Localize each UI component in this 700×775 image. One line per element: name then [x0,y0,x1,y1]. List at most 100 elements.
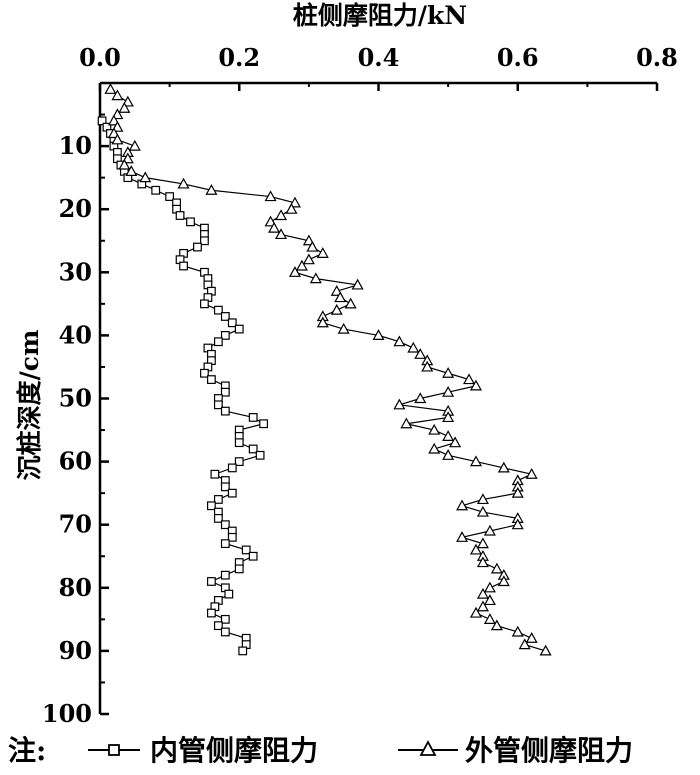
data-point-outer [337,322,350,334]
data-point-outer [421,360,434,372]
data-point-inner [210,469,220,479]
data-point-inner [175,211,185,220]
legend-prefix: 注: [8,734,46,767]
data-point-outer [407,341,420,353]
data-point-outer [344,297,357,309]
data-point-inner [213,513,223,523]
data-point-outer [118,102,131,113]
data-point-outer [414,392,427,404]
data-point-outer [111,133,124,145]
data-point-inner [207,577,216,586]
data-point-inner [220,539,230,549]
data-point-inner [220,312,230,321]
data-point-inner [200,299,209,309]
data-point-outer [275,209,288,221]
y-tick-label: 10 [59,131,92,160]
legend-label-outer: 外管侧摩阻力 [465,734,633,767]
legend-marker-inner [108,744,120,756]
data-point-inner [227,488,237,498]
data-point-outer [497,461,510,473]
data-point-inner [220,387,230,397]
data-point-outer [442,430,455,441]
data-point-outer [539,644,552,656]
data-point-outer [476,505,489,517]
data-point-inner [220,406,230,416]
data-point-outer [490,619,503,631]
data-point-inner [151,185,161,195]
data-point-outer [330,303,343,315]
data-point-outer [111,120,124,132]
data-point-outer [288,266,301,277]
data-point-outer [525,467,538,479]
data-point-inner [165,192,175,201]
data-point-inner [259,419,269,429]
data-point-outer [111,89,124,101]
data-point-outer [483,581,496,593]
data-point-outer [121,95,134,107]
data-point-outer [469,606,482,618]
data-point-outer [476,537,489,549]
data-point-outer [372,329,385,340]
y-tick-labels: 10 20 30 40 50 60 70 80 90 100 [42,131,92,728]
y-tick-label: 90 [59,636,92,665]
y-tick-label: 60 [59,447,92,476]
y-tick-label: 50 [59,384,92,413]
data-point-inner [213,400,223,410]
data-point-outer [442,449,455,460]
data-point-outer [511,625,524,637]
data-point-outer [139,171,152,183]
data-point-inner [227,463,237,473]
data-point-inner [200,236,209,246]
data-point-inner [234,564,244,574]
data-point-outer [428,423,441,435]
data-point-outer [330,284,343,296]
data-point-outer [309,272,322,284]
data-point-outer [462,373,476,385]
data-point-outer [177,177,190,189]
data-point-outer [295,259,308,271]
data-point-outer [428,442,441,454]
data-point-outer [525,632,538,643]
data-point-outer [316,247,329,258]
series-outer [104,83,552,656]
data-point-inner [213,495,223,504]
data-point-outer [483,613,496,624]
data-point-outer [414,348,427,359]
data-point-inner [200,368,209,378]
data-point-inner [186,217,195,227]
data-point-outer [449,436,462,448]
data-point-outer [268,221,281,233]
data-point-outer [302,234,315,246]
data-point-outer [456,499,469,511]
data-point-outer [511,518,524,530]
x-tick-label: 0.2 [218,43,260,72]
data-point-inner [248,413,258,422]
data-point-outer [442,385,455,397]
data-point-inner [234,438,244,448]
x-axis [98,81,659,91]
legend-label-inner: 内管侧摩阻力 [150,734,318,767]
data-point-inner [241,545,251,555]
data-point-outer [456,531,469,542]
data-point-inner [248,444,258,454]
data-point-outer [476,556,489,568]
data-point-inner [213,305,223,315]
data-point-inner [227,532,237,542]
x-tick-labels: 0.0 0.2 0.4 0.6 0.8 [79,43,678,72]
data-point-inner [234,457,244,466]
data-point-outer [442,367,455,378]
x-tick-label: 0.4 [358,43,400,72]
y-tick-label: 40 [59,320,92,349]
data-point-outer [107,127,120,139]
data-point-inner [220,570,230,580]
data-point-inner [234,324,244,334]
legend: 注: 内管侧摩阻力 外管侧摩阻力 [8,734,633,767]
data-point-inner [97,116,107,126]
data-point-outer [497,575,510,587]
data-point-inner [207,608,216,618]
data-point-outer [476,587,489,599]
data-point-inner [207,375,216,384]
x-tick-label: 0.6 [497,43,539,72]
data-point-outer [275,228,288,240]
